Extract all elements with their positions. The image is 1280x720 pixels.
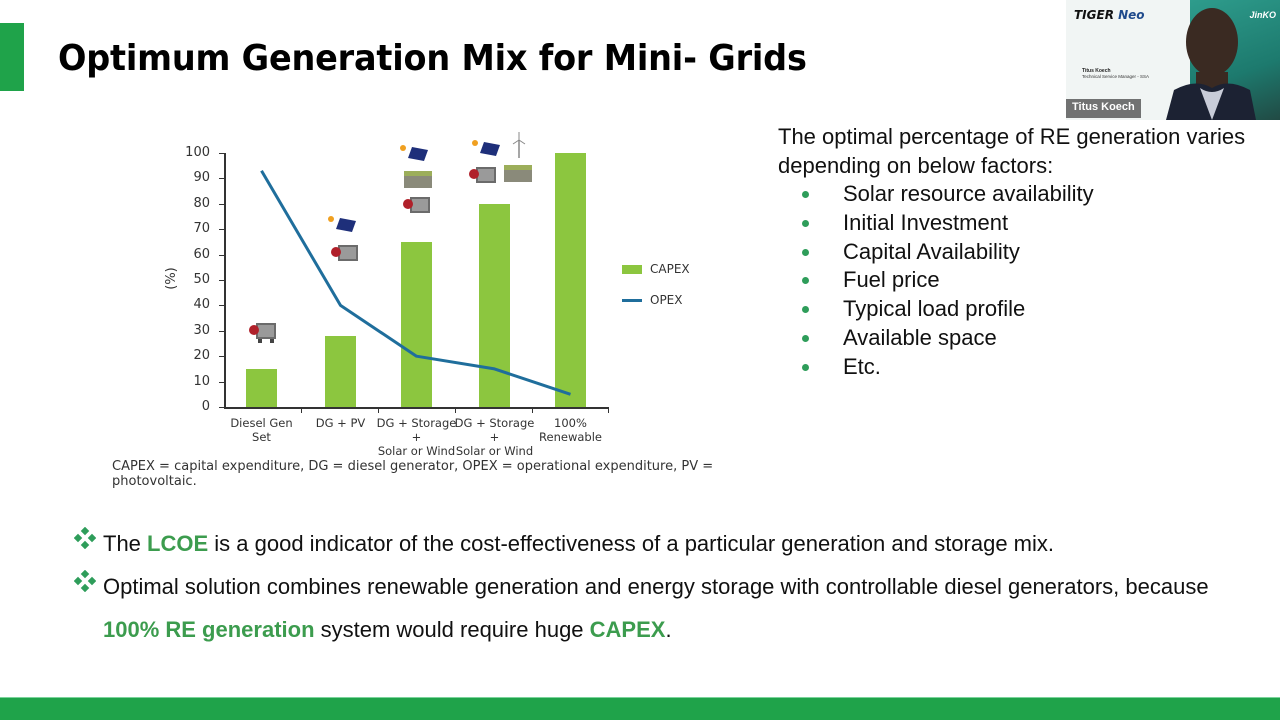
highlighted-term: LCOE [147, 531, 209, 556]
y-tick-label: 80 [193, 195, 210, 211]
point-text: system would require huge [314, 617, 590, 642]
y-tick-label: 70 [193, 221, 210, 237]
slide-title: Optimum Generation Mix for Mini- Grids [58, 38, 807, 79]
y-axis [224, 153, 226, 408]
bullet-dot-icon [802, 219, 809, 227]
battery-icon [504, 165, 532, 182]
presenter-webcam: TIGER Neo JinKO Titus Koech Technical Se… [1066, 0, 1280, 120]
presenter-video [1166, 8, 1256, 120]
capex-opex-chart: 0 10 20 30 40 50 60 70 80 90 100 (%) Diesel Gen Se… [0, 0, 800, 489]
capex-bar [246, 368, 277, 407]
participant-nameplate: Titus Koech [1066, 99, 1141, 118]
factor-item: Fuel price [778, 266, 1248, 295]
bullet-dot-icon [802, 191, 809, 198]
bullet-dot-icon [802, 277, 809, 285]
y-tick [219, 356, 225, 358]
diesel-generator-icon [249, 323, 276, 343]
y-tick-label: 0 [201, 399, 210, 414]
factor-item: Typical load profile [778, 295, 1248, 324]
y-tick [219, 153, 225, 154]
key-point: The LCOE is a good indicator of the cost… [74, 522, 1224, 565]
capex-swatch [622, 264, 642, 274]
x-tick-label: Diesel Gen Set [230, 416, 293, 444]
legend-label: CAPEX [650, 262, 690, 276]
point-text: . [665, 617, 672, 642]
diamond-bullet-icon [74, 570, 96, 592]
y-tick-label: 40 [193, 297, 210, 313]
y-tick [219, 407, 225, 408]
wind-turbine-icon [512, 132, 526, 158]
x-tick [301, 407, 302, 413]
opex-swatch [622, 298, 642, 302]
y-tick [219, 203, 225, 205]
y-tick-label: 90 [193, 170, 210, 186]
capex-bar [555, 153, 586, 407]
title-accent-bar [0, 23, 24, 91]
bullet-dot-icon [802, 334, 809, 342]
diesel-generator-icon [403, 197, 430, 213]
x-tick-label: DG + PV [315, 416, 366, 430]
bullet-dot-icon [802, 248, 809, 256]
presenter-name: Titus Koech [1082, 68, 1111, 74]
x-tick [608, 407, 609, 413]
y-tick-label: 30 [193, 322, 210, 338]
footer-bar [0, 697, 1280, 720]
factors-panel: The optimal percentage of RE generation … [778, 122, 1248, 382]
point-text: is a good indicator of the cost-effectiv… [208, 531, 1055, 556]
factor-item: Initial Investment [778, 209, 1248, 238]
capex-bar [325, 335, 356, 407]
y-tick [219, 305, 225, 307]
y-tick [219, 280, 225, 281]
opex-line [260, 170, 571, 396]
battery-icon [404, 171, 432, 188]
legend-capex: CAPEX [622, 262, 690, 276]
y-tick-label: 20 [193, 348, 210, 364]
y-tick [219, 381, 225, 383]
factors-intro: The optimal percentage of RE generation … [778, 124, 1246, 178]
solar-panel-icon [328, 216, 356, 232]
bullet-dot-icon [802, 363, 809, 371]
capex-bar [401, 241, 432, 407]
legend-opex: OPEX [622, 293, 682, 307]
x-axis [224, 407, 609, 409]
key-point: Optimal solution combines renewable gene… [74, 565, 1224, 651]
y-tick-label: 10 [193, 373, 210, 389]
y-tick-label: 100 [185, 145, 210, 160]
point-text: Optimal solution combines renewable gene… [103, 574, 1209, 599]
x-tick [378, 407, 379, 413]
highlighted-term: 100% RE generation [103, 617, 315, 642]
diamond-bullet-icon [74, 527, 96, 549]
y-tick-label: 60 [193, 246, 210, 262]
solar-panel-icon [472, 140, 500, 156]
highlighted-term: CAPEX [589, 617, 666, 642]
x-tick-label: DG + Storage + Solar or Wind [376, 416, 457, 458]
y-tick [219, 254, 225, 256]
y-tick [219, 229, 225, 231]
brand-logo: TIGER Neo [1074, 8, 1145, 22]
x-tick-label: 100% Renewable [539, 416, 602, 444]
presenter-role: Technical Service Manager - SSA [1082, 74, 1150, 79]
chart-caption: CAPEX = capital expenditure, DG = diesel… [112, 459, 714, 489]
solar-panel-icon [400, 145, 428, 161]
diesel-generator-icon [469, 167, 496, 183]
bullet-dot-icon [802, 306, 809, 314]
x-tick [532, 407, 533, 413]
factor-item: Available space [778, 324, 1248, 353]
factor-list: Solar resource availability Initial Inves… [778, 180, 1248, 382]
legend-label: OPEX [650, 293, 683, 307]
y-tick-label: 50 [193, 272, 210, 287]
diesel-generator-icon [331, 245, 358, 261]
y-tick [219, 178, 225, 180]
y-tick [219, 330, 225, 332]
x-tick-label: DG + Storage + Solar or Wind [454, 416, 535, 458]
factor-item: Solar resource availability [778, 180, 1248, 209]
factor-item: Etc. [778, 353, 1248, 382]
brand-logo-right: JinKO [1249, 10, 1276, 20]
x-tick [455, 407, 456, 413]
factor-item: Capital Availability [778, 238, 1248, 267]
point-text: The [103, 531, 148, 556]
key-points: The LCOE is a good indicator of the cost… [74, 522, 1224, 651]
